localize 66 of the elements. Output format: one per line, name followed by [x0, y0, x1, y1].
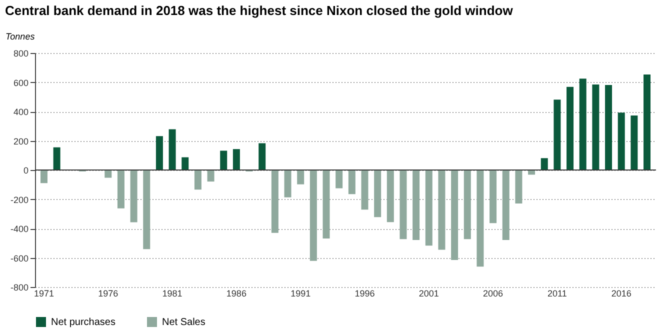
- bar: [554, 100, 561, 170]
- y-tick-label: 200: [13, 136, 28, 146]
- bar: [232, 149, 240, 170]
- bar: [464, 170, 471, 240]
- x-tick-label: 2016: [611, 288, 632, 298]
- bar: [40, 170, 48, 184]
- y-tick-label: 0: [23, 166, 28, 176]
- bar: [220, 150, 228, 170]
- y-tick-label: 800: [13, 48, 28, 58]
- bar: [566, 86, 574, 170]
- y-tick-label: -400: [10, 224, 28, 234]
- bar: [143, 170, 150, 250]
- bar: [592, 84, 600, 170]
- x-tick-label: 2006: [483, 288, 504, 298]
- bar: [451, 170, 458, 260]
- bar: [630, 115, 638, 170]
- y-tick-label: -200: [10, 194, 28, 205]
- y-tick-label: -800: [10, 282, 28, 292]
- bar: [168, 129, 176, 170]
- bar: [271, 170, 278, 233]
- legend-label: Net purchases: [51, 317, 116, 328]
- bar: [644, 74, 651, 170]
- bar: [412, 170, 420, 240]
- bar: [322, 170, 330, 238]
- bar: [130, 170, 138, 222]
- bar: [117, 170, 124, 208]
- y-axis-title: Tonnes: [6, 32, 36, 42]
- bar: [540, 158, 548, 170]
- legend-label: Net Sales: [162, 317, 206, 328]
- bar: [297, 170, 304, 184]
- bar: [284, 170, 292, 198]
- x-tick-label: 1996: [354, 288, 375, 298]
- bar: [182, 157, 189, 170]
- bar: [618, 112, 625, 170]
- bar: [336, 170, 343, 188]
- chart-title: Central bank demand in 2018 was the highest since Nixon closed the gold window: [5, 3, 514, 18]
- bar: [53, 147, 60, 170]
- bar: [104, 170, 112, 178]
- y-tick-label: -600: [10, 253, 28, 264]
- bar: [605, 85, 612, 170]
- bar: [374, 170, 382, 218]
- bar: [310, 170, 317, 261]
- x-tick-label: 1976: [98, 288, 118, 298]
- bar: [258, 143, 266, 170]
- y-tick-label: 400: [13, 107, 28, 117]
- bar: [438, 170, 446, 250]
- bar: [194, 170, 202, 190]
- y-tick-label: 600: [13, 78, 28, 88]
- bar: [386, 170, 394, 222]
- bar: [156, 136, 163, 170]
- x-tick-label: 1986: [226, 288, 246, 298]
- bar: [476, 170, 484, 267]
- x-tick-label: 1971: [34, 288, 54, 298]
- bar: [348, 170, 356, 194]
- x-tick-label: 2011: [548, 288, 567, 298]
- bar: [490, 170, 497, 224]
- bar: [361, 170, 368, 210]
- x-tick-label: 1991: [290, 288, 311, 298]
- x-tick-label: 1981: [162, 288, 182, 298]
- bar: [515, 170, 522, 204]
- bar: [579, 78, 586, 170]
- x-tick-label: 2001: [418, 288, 439, 298]
- bar: [400, 170, 407, 240]
- bar: [207, 170, 214, 182]
- bar: [425, 170, 432, 246]
- bar: [502, 170, 510, 240]
